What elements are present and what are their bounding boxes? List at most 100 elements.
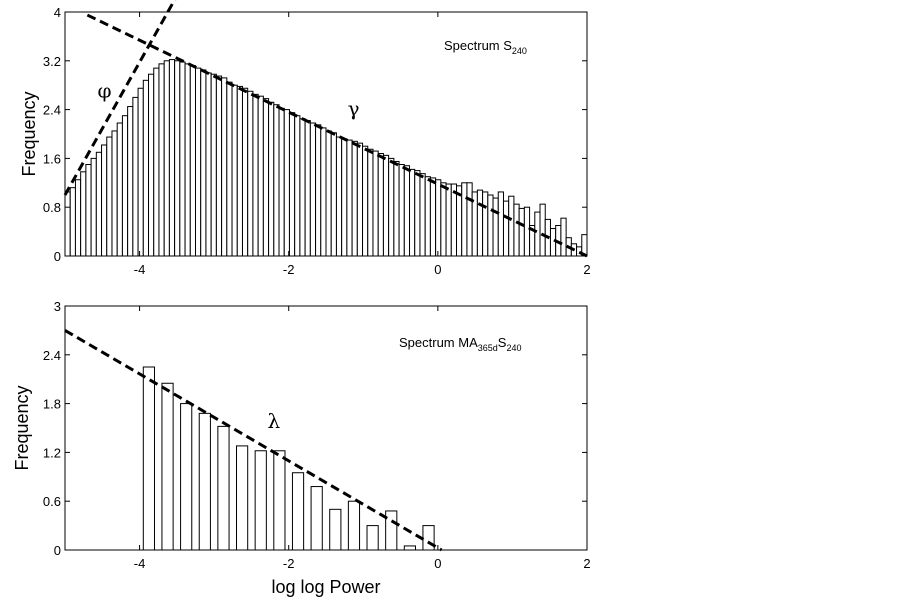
top-bars <box>64 59 588 257</box>
top-bar <box>121 115 129 257</box>
top-bar <box>523 206 531 257</box>
top-bar <box>398 164 405 257</box>
top-bar <box>362 145 369 257</box>
top-bar <box>419 173 426 257</box>
top-bar <box>356 142 364 257</box>
top-bar <box>153 67 160 257</box>
top-bar <box>304 120 311 257</box>
bottom-bar <box>329 508 342 551</box>
top-y-tick-label: 1.6 <box>43 151 61 166</box>
top-bar <box>513 203 520 257</box>
top-bar <box>132 96 139 257</box>
top-bar <box>278 107 285 257</box>
top-bar <box>508 195 515 257</box>
top-bar <box>456 185 463 257</box>
top-plot-frame <box>64 11 588 257</box>
bottom-fit-label: λ <box>267 409 280 433</box>
top-bar <box>231 84 238 257</box>
bottom-bar <box>273 450 286 551</box>
top-x-tick-label: 2 <box>583 262 590 277</box>
top-bar <box>445 183 452 257</box>
top-bar <box>424 176 431 257</box>
bottom-plot-frame <box>64 305 588 551</box>
top-bar <box>330 132 337 257</box>
top-bar <box>106 136 113 257</box>
top-bar <box>168 59 176 257</box>
bottom-bar <box>161 382 174 551</box>
top-bar <box>142 79 150 257</box>
top-bar <box>273 104 280 257</box>
top-bar <box>351 140 358 257</box>
top-bar <box>315 124 322 257</box>
top-bar <box>409 168 416 257</box>
top-bar <box>241 87 249 257</box>
top-bar <box>200 69 207 257</box>
bottom-y-axis-label: Frequency <box>12 385 32 470</box>
top-bar <box>346 139 353 257</box>
top-bar <box>210 73 217 257</box>
top-bar <box>482 191 489 257</box>
bottom-bar <box>217 425 230 551</box>
bottom-x-tick-label: -2 <box>283 556 295 571</box>
top-bar <box>221 77 228 257</box>
top-bar <box>560 217 567 257</box>
top-bar <box>450 183 457 257</box>
top-bar <box>393 160 400 257</box>
top-x-tick-label: 0 <box>434 262 441 277</box>
top-chart-panel: φγ -4 -2 0 200.81.62.43.24 Frequency Spectr… <box>19 0 591 277</box>
bottom-chart-panel: λ -4 -2 0 2 0 0.6 1.2 1.8 2.4 3 Frequency log log… <box>12 299 591 597</box>
top-bar <box>163 60 170 257</box>
top-bar <box>215 75 223 257</box>
top-y-tick-label: 0 <box>54 249 61 264</box>
top-bar <box>299 118 306 257</box>
top-fit-lines: φγ <box>63 0 588 258</box>
top-bar <box>534 211 541 257</box>
top-bar <box>435 179 442 257</box>
bottom-spectrum-label: Spectrum MA365dS240 <box>399 335 521 353</box>
top-bar <box>137 87 144 257</box>
bottom-fit-line <box>64 329 443 552</box>
top-bar <box>268 101 275 257</box>
top-y-tick-label: 4 <box>54 5 61 20</box>
top-bar <box>403 165 411 257</box>
bottom-fit-lines: λ <box>64 329 443 552</box>
top-x-tick-label: -2 <box>283 262 295 277</box>
top-bar <box>179 61 186 257</box>
top-bar <box>252 93 259 257</box>
bottom-bar <box>291 472 305 551</box>
bottom-bar <box>142 366 155 551</box>
top-bar <box>440 182 447 257</box>
top-bar <box>69 187 76 257</box>
top-bar <box>111 130 118 257</box>
top-bar <box>95 151 103 257</box>
bottom-bar <box>198 412 211 551</box>
top-bar <box>335 136 343 257</box>
top-bar <box>257 95 264 257</box>
top-bar <box>116 122 123 257</box>
bottom-y-tick-label: 1.2 <box>43 445 61 460</box>
bottom-x-tick-label: 0 <box>434 556 441 571</box>
top-bar <box>184 63 191 257</box>
bottom-bar <box>180 403 193 551</box>
top-bar <box>148 73 155 257</box>
top-bar <box>158 63 165 257</box>
top-bar <box>325 130 332 257</box>
top-bar <box>283 109 290 257</box>
top-bar <box>414 170 421 257</box>
bottom-x-axis-label: log log Power <box>271 577 380 597</box>
top-bar <box>288 112 296 257</box>
bottom-x-tick-label: -4 <box>134 556 146 571</box>
top-bar <box>476 189 484 257</box>
top-axis-ticks: -4 -2 0 2 0 0.8 1.6 2.4 3.2 4 <box>43 5 591 277</box>
bottom-y-tick-label: 2.4 <box>43 348 61 363</box>
top-bar <box>236 85 243 257</box>
top-y-tick-label: 0.8 <box>43 200 61 215</box>
top-bar <box>226 81 233 257</box>
top-bar <box>466 182 473 257</box>
top-bar <box>492 197 499 257</box>
top-bar <box>461 182 468 257</box>
bottom-y-tick-label: 3 <box>54 299 61 314</box>
bottom-bar <box>254 450 267 551</box>
top-bar <box>497 191 504 257</box>
